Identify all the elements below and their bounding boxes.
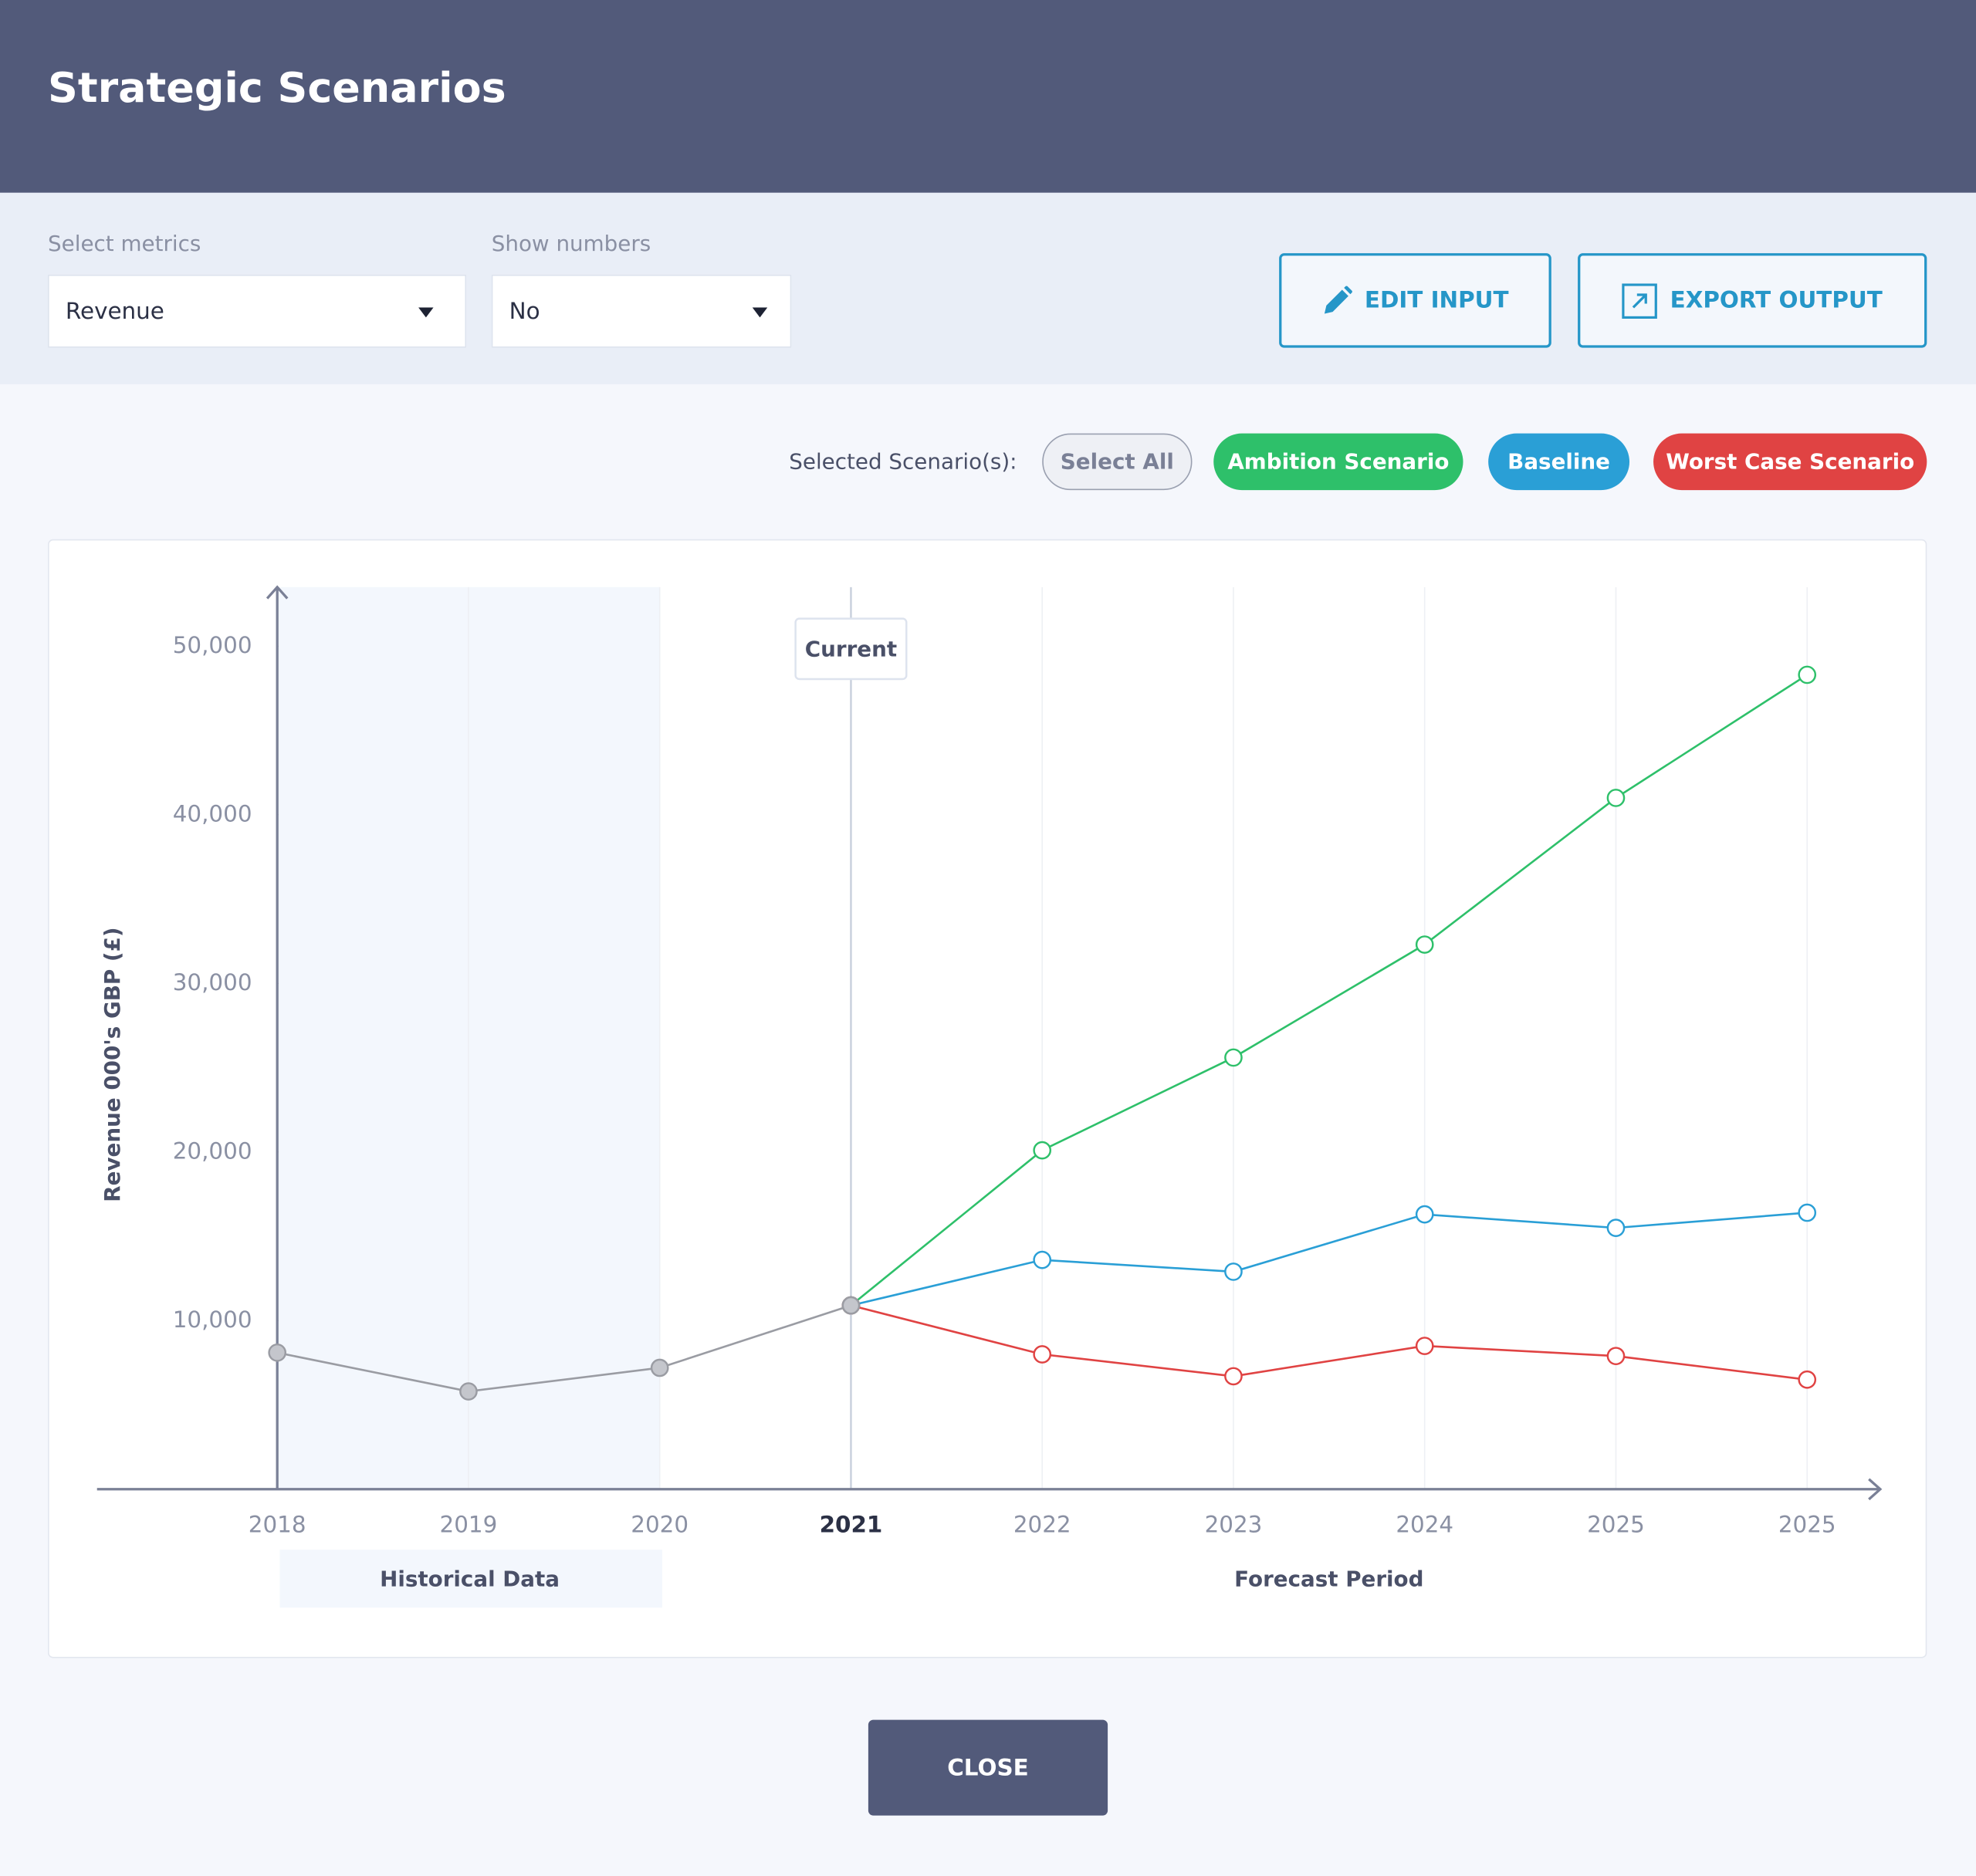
data-point — [1033, 1345, 1052, 1364]
pencil-icon — [1324, 285, 1352, 313]
export-icon — [1622, 282, 1658, 319]
header — [0, 0, 1976, 193]
close-button[interactable]: CLOSE — [868, 1719, 1108, 1816]
data-point — [1415, 1337, 1434, 1355]
scenarios-label: Selected Scenario(s): — [789, 449, 1017, 475]
historical-band — [279, 1550, 662, 1608]
data-point — [650, 1358, 669, 1377]
scenario-button[interactable]: Worst Case Scenario — [1653, 433, 1927, 491]
series-line — [850, 674, 1808, 1306]
data-point — [1415, 935, 1434, 954]
caret — [752, 307, 768, 318]
x-tick-label: 2025 — [1587, 1512, 1645, 1538]
metrics-select[interactable]: Revenue — [48, 274, 467, 348]
metrics-value: Revenue — [65, 298, 164, 325]
current-label: Current — [805, 636, 897, 661]
numbers-select[interactable]: No — [491, 274, 792, 348]
data-point — [1798, 665, 1817, 684]
x-axis — [96, 1478, 1883, 1501]
y-tick-label: 40,000 — [173, 800, 252, 826]
data-point — [1798, 1370, 1817, 1389]
data-point — [459, 1382, 478, 1401]
current-box — [794, 617, 908, 681]
series-line — [851, 1304, 1808, 1381]
x-tick-label: 2018 — [249, 1512, 306, 1538]
edit-input-label: EDIT INPUT — [1364, 287, 1509, 314]
y-axis — [266, 585, 289, 1489]
data-point — [1224, 1367, 1243, 1386]
series-line — [276, 1304, 851, 1393]
edit-input-button[interactable]: EDIT INPUT — [1279, 253, 1551, 348]
scenario-button[interactable]: Baseline — [1488, 433, 1630, 491]
data-point — [1224, 1262, 1243, 1281]
data-point — [1606, 1219, 1626, 1237]
y-tick-label: 10,000 — [173, 1306, 252, 1333]
y-tick-label: 50,000 — [173, 632, 252, 658]
historical-label: Historical Data — [380, 1566, 560, 1591]
y-tick-label: 20,000 — [173, 1137, 252, 1164]
data-point — [1224, 1048, 1243, 1067]
data-point — [1606, 1347, 1626, 1366]
data-point — [1033, 1141, 1052, 1160]
export-output-button[interactable]: EXPORT OUTPUT — [1578, 253, 1927, 348]
series-line — [851, 1212, 1808, 1306]
x-tick-label: 2020 — [631, 1512, 689, 1538]
scenario-button[interactable]: Ambition Scenario — [1213, 433, 1463, 491]
y-tick-label: 30,000 — [173, 969, 252, 995]
data-point — [1415, 1205, 1434, 1224]
export-output-label: EXPORT OUTPUT — [1670, 287, 1883, 314]
caret — [418, 307, 434, 318]
data-point — [1798, 1203, 1817, 1222]
data-point — [1606, 789, 1626, 807]
x-tick-label: 2024 — [1396, 1512, 1453, 1538]
data-point — [268, 1343, 287, 1362]
forecast-label: Forecast Period — [1234, 1566, 1423, 1591]
data-point — [841, 1296, 861, 1315]
metrics-label: Select metrics — [48, 232, 201, 258]
x-tick-label: 2021 — [820, 1512, 883, 1538]
select-all-button[interactable]: Select All — [1042, 433, 1193, 491]
numbers-label: Show numbers — [491, 232, 651, 258]
title: Strategic Scenarios — [48, 63, 506, 113]
x-tick-label: 2023 — [1205, 1512, 1263, 1538]
x-tick-label: 2025 — [1778, 1512, 1836, 1538]
numbers-value: No — [509, 298, 540, 325]
x-tick-label: 2019 — [440, 1512, 498, 1538]
x-tick-label: 2022 — [1013, 1512, 1071, 1538]
y-axis-label: Revenue 000's GBP (£) — [100, 927, 125, 1202]
data-point — [1033, 1250, 1052, 1269]
